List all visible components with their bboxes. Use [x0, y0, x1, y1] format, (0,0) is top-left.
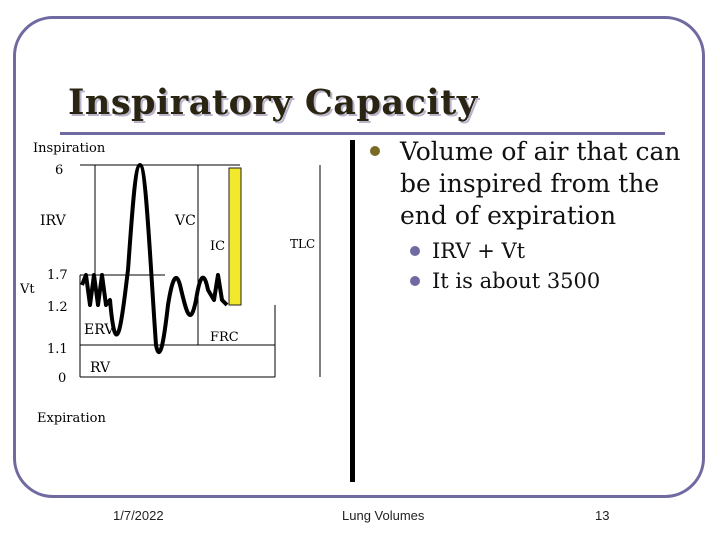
footer-date: 1/7/2022	[113, 508, 164, 523]
sub-bullet-marker-icon	[410, 246, 420, 256]
title-divider	[60, 132, 665, 135]
vt-label: Vt	[19, 282, 35, 297]
slide-frame	[13, 16, 705, 498]
sub-bullet-text: IRV + Vt	[432, 239, 526, 263]
vc-label: VC	[174, 213, 196, 229]
vertical-divider	[350, 140, 355, 482]
footer-page-number: 13	[595, 508, 610, 523]
level-1-1-label: 1.1	[47, 342, 68, 357]
lung-volume-diagram: Inspiration 6 IRV VC IC TLC Vt 1.7 1.2 E…	[19, 141, 321, 426]
sub-bullet-text: It is about 3500	[432, 269, 601, 293]
inspiration-label: Inspiration	[33, 141, 106, 156]
ic-bar	[228, 167, 242, 306]
bullet-text: Volume of air that can be inspired from …	[400, 137, 681, 230]
level-1-2-label: 1.2	[47, 300, 68, 315]
footer-title: Lung Volumes	[342, 508, 425, 523]
sub-bullet-item: IRV + Vt	[370, 236, 700, 266]
irv-label: IRV	[40, 213, 67, 229]
bullet-list: Volume of air that can be inspired from …	[370, 136, 700, 296]
ic-label: IC	[210, 239, 225, 254]
level-1-7-label: 1.7	[47, 268, 68, 283]
frc-label: FRC	[210, 330, 239, 345]
tlc-label: TLC	[290, 237, 315, 251]
sub-bullet-item: It is about 3500	[370, 266, 700, 296]
sub-bullet-marker-icon	[410, 276, 420, 286]
level-0-label: 0	[58, 371, 66, 386]
bullet-marker-icon	[370, 146, 380, 156]
expiration-label: Expiration	[37, 411, 106, 426]
spirometry-trace	[80, 163, 229, 355]
rv-label: RV	[90, 360, 111, 376]
level-6-label: 6	[55, 163, 63, 178]
bullet-item: Volume of air that can be inspired from …	[370, 136, 700, 232]
slide-title: Inspiratory Capacity	[68, 82, 478, 123]
erv-label: ERV	[84, 322, 115, 338]
